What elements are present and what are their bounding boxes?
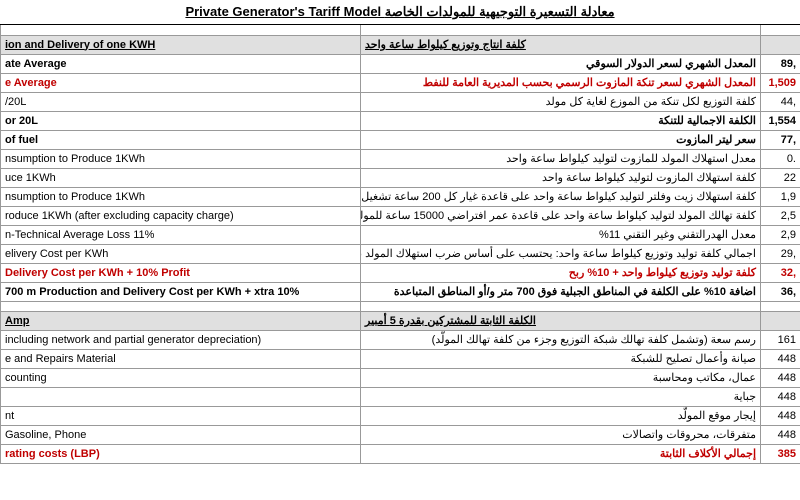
row-value: 448 — [761, 387, 800, 406]
row-ar-label: إجمالي الأكلاف الثابتة — [361, 444, 761, 463]
section2-row: Gasoline, Phoneمتفرقات، محروقات واتصالات… — [1, 425, 800, 444]
row-en-label: including network and partial generator … — [1, 330, 361, 349]
row-value: 36, — [761, 282, 800, 301]
row-ar-label: متفرقات، محروقات واتصالات — [361, 425, 761, 444]
row-en-label: uce 1KWh — [1, 168, 361, 187]
row-value: 22 — [761, 168, 800, 187]
section1-row: /20Lكلفة التوزيع لكل تنكة من الموزع لغاي… — [1, 92, 800, 111]
row-en-label: roduce 1KWh (after excluding capacity ch… — [1, 206, 361, 225]
row-en-label: e Average — [1, 73, 361, 92]
row-value: 77, — [761, 130, 800, 149]
row-ar-label: كلفة تهالك المولد لتوليد كيلواط ساعة واح… — [361, 206, 761, 225]
section2-row: جباية448 — [1, 387, 800, 406]
tariff-table: ion and Delivery of one KWH كلفة انتاج و… — [0, 25, 800, 464]
section1-row: n-Technical Average Loss 11%معدل الهدرال… — [1, 225, 800, 244]
row-en-label: /20L — [1, 92, 361, 111]
row-en-label: Gasoline, Phone — [1, 425, 361, 444]
row-en-label: nt — [1, 406, 361, 425]
section1-row: roduce 1KWh (after excluding capacity ch… — [1, 206, 800, 225]
section1-row: Delivery Cost per KWh + 10% Profitكلفة ت… — [1, 263, 800, 282]
row-ar-label: كلفة استهلاك زيت وفلتر لتوليد كيلواط ساع… — [361, 187, 761, 206]
section1-row: elivery Cost per KWhاجمالي كلفة توليد وت… — [1, 244, 800, 263]
section1-row: 700 m Production and Delivery Cost per K… — [1, 282, 800, 301]
section1-row: uce 1KWhكلفة استهلاك المازوت لتوليد كيلو… — [1, 168, 800, 187]
section2-header-en: Amp — [1, 311, 361, 330]
row-en-label: e and Repairs Material — [1, 349, 361, 368]
section1-header-val — [761, 35, 800, 54]
section1-header: ion and Delivery of one KWH كلفة انتاج و… — [1, 35, 800, 54]
row-ar-label: الكلفة الاجمالية للتنكة — [361, 111, 761, 130]
section1-header-en: ion and Delivery of one KWH — [1, 35, 361, 54]
row-value: 1,554 — [761, 111, 800, 130]
section1-row: ate Averageالمعدل الشهري لسعر الدولار ال… — [1, 54, 800, 73]
row-en-label: of fuel — [1, 130, 361, 149]
row-ar-label: كلفة توليد وتوزيع كيلواط واحد + 10% ربح — [361, 263, 761, 282]
section2-row: e and Repairs Materialصيانة وأعمال تصليح… — [1, 349, 800, 368]
row-ar-label: عمال، مكاتب ومحاسبة — [361, 368, 761, 387]
section1-row: nsumption to Produce 1KWhكلفة استهلاك زي… — [1, 187, 800, 206]
row-value: 448 — [761, 425, 800, 444]
section1-row: or 20Lالكلفة الاجمالية للتنكة1,554 — [1, 111, 800, 130]
row-ar-label: رسم سعة (وتشمل كلفة تهالك شبكة التوزيع و… — [361, 330, 761, 349]
section2-row: rating costs (LBP)إجمالي الأكلاف الثابتة… — [1, 444, 800, 463]
row-en-label: nsumption to Produce 1KWh — [1, 187, 361, 206]
row-ar-label: المعدل الشهري لسعر تنكة المازوت الرسمي ب… — [361, 73, 761, 92]
row-value: 1,509 — [761, 73, 800, 92]
row-en-label: Delivery Cost per KWh + 10% Profit — [1, 263, 361, 282]
row-ar-label: كلفة التوزيع لكل تنكة من الموزع لغاية كل… — [361, 92, 761, 111]
row-ar-label: سعر ليتر المازوت — [361, 130, 761, 149]
row-value: 44, — [761, 92, 800, 111]
section1-header-ar: كلفة انتاج وتوزيع كيلواط ساعة واحد — [361, 35, 761, 54]
row-en-label: counting — [1, 368, 361, 387]
row-value: 448 — [761, 406, 800, 425]
row-ar-label: اضافة 10% على الكلفة في المناطق الجبلية … — [361, 282, 761, 301]
row-value: 448 — [761, 368, 800, 387]
row-en-label: or 20L — [1, 111, 361, 130]
page-title: Private Generator's Tariff Model معادلة … — [0, 0, 800, 25]
row-value: 29, — [761, 244, 800, 263]
row-value: 1,9 — [761, 187, 800, 206]
row-ar-label: معدل استهلاك المولد للمازوت لتوليد كيلوا… — [361, 149, 761, 168]
row-en-label: n-Technical Average Loss 11% — [1, 225, 361, 244]
row-value: 2,9 — [761, 225, 800, 244]
section2-row: countingعمال، مكاتب ومحاسبة448 — [1, 368, 800, 387]
row-en-label: nsumption to Produce 1KWh — [1, 149, 361, 168]
section2-header-ar: الكلفة الثابتة للمشتركين بقدرة 5 أمبير — [361, 311, 761, 330]
row-en-label: 700 m Production and Delivery Cost per K… — [1, 282, 361, 301]
row-value: 2,5 — [761, 206, 800, 225]
section1-row: of fuelسعر ليتر المازوت77, — [1, 130, 800, 149]
row-value: 32, — [761, 263, 800, 282]
row-ar-label: صيانة وأعمال تصليح للشبكة — [361, 349, 761, 368]
section2-row: ntإيجار موقع المولّد448 — [1, 406, 800, 425]
row-ar-label: إيجار موقع المولّد — [361, 406, 761, 425]
row-ar-label: اجمالي كلفة توليد وتوزيع كيلواط ساعة واح… — [361, 244, 761, 263]
row-ar-label: معدل الهدرالتقني وغير التقني 11% — [361, 225, 761, 244]
section1-row: nsumption to Produce 1KWhمعدل استهلاك ال… — [1, 149, 800, 168]
row-value: 448 — [761, 349, 800, 368]
section2-header: Amp الكلفة الثابتة للمشتركين بقدرة 5 أمب… — [1, 311, 800, 330]
section1-row: e Averageالمعدل الشهري لسعر تنكة المازوت… — [1, 73, 800, 92]
row-en-label: ate Average — [1, 54, 361, 73]
row-value: 161 — [761, 330, 800, 349]
section2-row: including network and partial generator … — [1, 330, 800, 349]
row-value: 385 — [761, 444, 800, 463]
row-ar-label: المعدل الشهري لسعر الدولار السوقي — [361, 54, 761, 73]
row-value: 89, — [761, 54, 800, 73]
row-ar-label: كلفة استهلاك المازوت لتوليد كيلواط ساعة … — [361, 168, 761, 187]
row-en-label: rating costs (LBP) — [1, 444, 361, 463]
section2-header-val — [761, 311, 800, 330]
row-en-label: elivery Cost per KWh — [1, 244, 361, 263]
row-ar-label: جباية — [361, 387, 761, 406]
row-en-label — [1, 387, 361, 406]
row-value: 0. — [761, 149, 800, 168]
